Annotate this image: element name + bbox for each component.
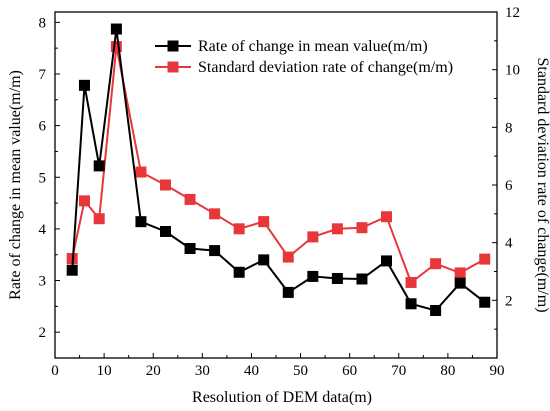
data-point [135,166,147,178]
data-point [93,213,105,225]
data-point [66,264,78,276]
x-tick-label: 30 [195,363,210,379]
data-point [479,253,491,265]
series-std [66,41,491,288]
data-point [209,208,221,220]
data-point [233,223,245,235]
x-tick-label: 70 [391,363,406,379]
right-y-axis: 2 4 6 8 10 12 [492,5,520,330]
legend: Rate of change in mean value(m/m) Standa… [155,38,453,76]
x-tick-label: 40 [244,363,259,379]
legend-label-mean: Rate of change in mean value(m/m) [198,38,428,55]
data-point [184,193,196,205]
y-tick-label: 4 [39,222,47,238]
data-point [282,251,294,263]
data-point [110,23,122,35]
data-point [479,296,491,308]
x-tick-label: 10 [97,363,112,379]
right-y-axis-title: Standard deviation rate of change(m/m) [534,57,550,312]
data-point [307,231,319,243]
data-point [405,298,417,310]
data-point [331,223,343,235]
data-point [381,255,392,267]
data-point [258,216,270,228]
x-tick-label: 80 [440,363,455,379]
data-point [405,276,417,288]
data-point [110,41,122,53]
legend-marker-std [167,61,179,73]
data-point [356,222,368,234]
data-point [209,245,221,257]
data-point [93,160,105,172]
data-point [307,270,319,282]
y2-tick-label: 12 [505,5,520,21]
y-tick-label: 7 [39,67,47,83]
y2-tick-label: 6 [505,178,513,194]
left-y-axis-title: Rate of change in mean value(m/m) [7,70,24,300]
series-mean [66,23,491,316]
x-axis: 0 10 20 30 40 50 60 70 80 90 [51,353,505,379]
y-tick-label: 6 [39,119,47,135]
data-point [184,243,196,255]
y2-tick-label: 4 [505,236,513,252]
x-axis-title: Resolution of DEM data(m) [192,389,372,406]
x-tick-label: 90 [490,363,505,379]
y-tick-label: 2 [39,325,47,341]
data-point [135,216,147,228]
data-point [160,225,171,237]
x-tick-label: 0 [51,363,59,379]
data-point [356,273,368,285]
data-point [430,258,442,270]
data-point [282,286,294,298]
legend-label-std: Standard deviation rate of change(m/m) [198,59,453,76]
left-y-axis: 2 3 4 5 6 7 8 [39,15,60,359]
data-point [78,79,90,91]
y2-tick-label: 10 [505,63,520,79]
series-layer [66,23,491,316]
data-point [258,254,270,266]
y-tick-label: 5 [39,170,47,186]
data-point [78,195,90,207]
legend-marker-mean [167,40,179,52]
data-point [160,179,171,191]
y2-tick-label: 8 [505,120,513,136]
legend-item-std: Standard deviation rate of change(m/m) [155,59,453,76]
data-point [430,304,442,316]
data-point [454,267,466,279]
data-point [331,272,343,284]
data-point [233,266,245,278]
y-tick-label: 8 [39,15,47,31]
x-tick-label: 20 [146,363,161,379]
y2-tick-label: 2 [505,293,513,309]
x-tick-label: 60 [342,363,357,379]
x-tick-label: 50 [293,363,308,379]
y-tick-label: 3 [39,274,47,290]
data-point [381,211,392,223]
data-point [454,277,466,289]
legend-item-mean: Rate of change in mean value(m/m) [155,38,428,55]
